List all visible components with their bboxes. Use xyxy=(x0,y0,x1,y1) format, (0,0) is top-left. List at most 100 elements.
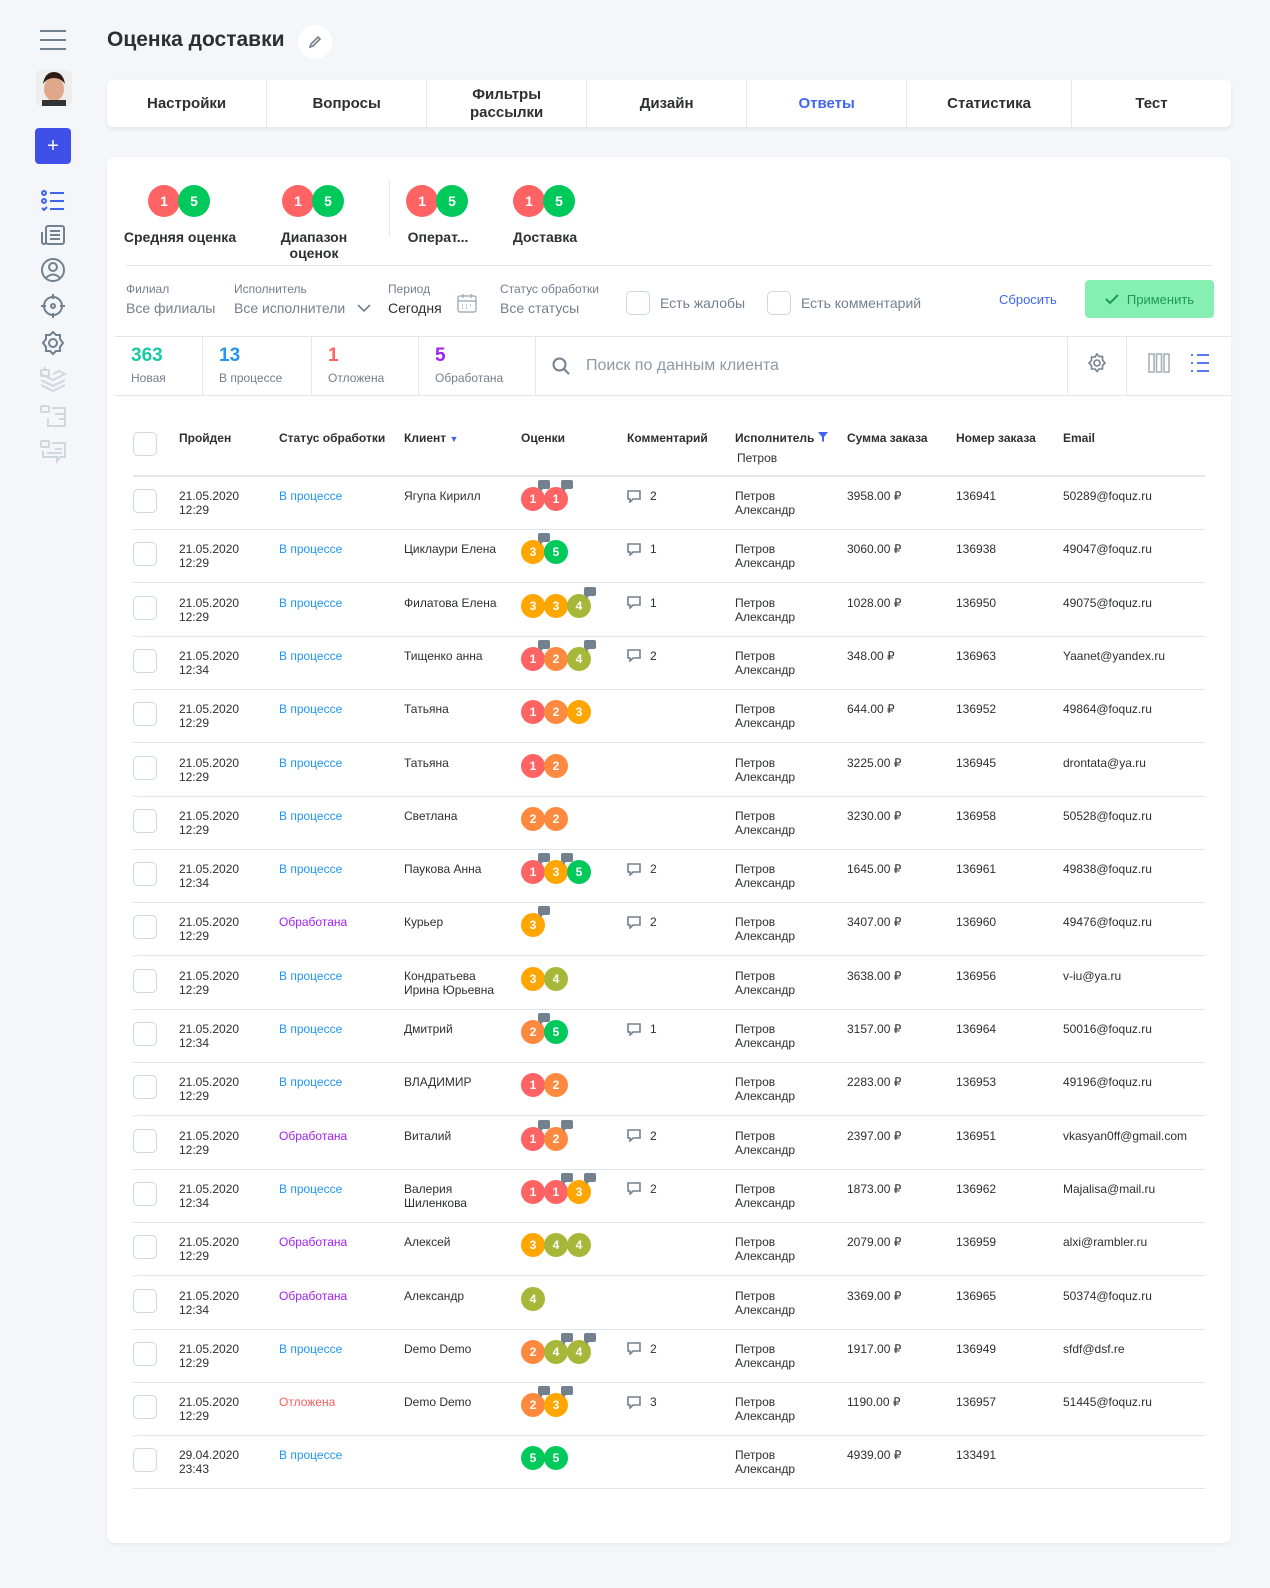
rating-circle[interactable]: 2 xyxy=(521,806,545,831)
row-checkbox[interactable] xyxy=(133,1341,157,1366)
row-checkbox[interactable] xyxy=(133,1181,157,1206)
status-link[interactable]: Обработана xyxy=(279,1288,348,1303)
col-client[interactable]: Клиент ▼ xyxy=(404,431,458,445)
rating-circle[interactable]: 2 xyxy=(544,1119,573,1151)
sidebar-item-chat[interactable] xyxy=(38,436,68,466)
comment-count[interactable]: 2 xyxy=(627,862,657,876)
col-email[interactable]: Email xyxy=(1063,431,1096,445)
row-checkbox[interactable] xyxy=(133,1075,157,1100)
rating-circle[interactable]: 4 xyxy=(521,1286,545,1311)
tab-3[interactable]: Дизайн xyxy=(587,80,748,127)
row-checkbox[interactable] xyxy=(133,862,157,887)
col-comment[interactable]: Комментарий xyxy=(627,431,708,445)
hamburger-icon[interactable] xyxy=(38,25,68,55)
calendar-icon[interactable] xyxy=(457,293,477,313)
select-all-checkbox[interactable] xyxy=(133,432,157,456)
rating-circle[interactable]: 4 xyxy=(567,586,596,618)
status-link[interactable]: В процессе xyxy=(279,862,343,877)
funnel-icon[interactable] xyxy=(817,432,828,442)
rating-circle[interactable]: 4 xyxy=(544,966,568,991)
rating-circle[interactable]: 1 xyxy=(521,1073,545,1098)
rating-circle[interactable]: 3 xyxy=(521,1233,545,1258)
gear-icon[interactable] xyxy=(1087,353,1107,373)
rating-circle[interactable]: 3 xyxy=(544,1386,573,1418)
summary-operator[interactable]: 1 5 Операт... xyxy=(403,185,473,245)
comment-count[interactable]: 2 xyxy=(627,489,657,503)
rating-circle[interactable]: 5 xyxy=(567,860,591,885)
status-counter[interactable]: 363 Новая xyxy=(115,337,203,395)
rating-circle[interactable]: 1 xyxy=(544,480,573,511)
table-row[interactable]: 29.04.2020 23:43 В процессе 5 5 Петров Алексан… xyxy=(133,1436,1205,1490)
rating-circle[interactable]: 3 xyxy=(521,966,545,991)
tab-4[interactable]: Ответы xyxy=(747,80,908,127)
table-row[interactable]: 21.05.2020 12:29 В процессе ВЛАДИМИР 1 2 Петро… xyxy=(133,1063,1205,1117)
status-link[interactable]: Обработана xyxy=(279,1235,348,1250)
branch-filter[interactable]: Филиал Все филиалы xyxy=(126,282,215,316)
sidebar-item-settings[interactable] xyxy=(38,328,68,358)
status-link[interactable]: В процессе xyxy=(279,542,343,557)
table-row[interactable]: 21.05.2020 12:29 В процессе Татьяна 1 2 Петров… xyxy=(133,744,1205,797)
tab-5[interactable]: Статистика xyxy=(907,80,1072,127)
rating-circle[interactable]: 4 xyxy=(567,1332,596,1364)
rating-circle[interactable]: 1 xyxy=(521,639,550,671)
rating-circle[interactable]: 4 xyxy=(544,1332,573,1364)
rating-circle[interactable]: 2 xyxy=(521,1013,550,1044)
comments-checkbox[interactable]: Есть комментарий xyxy=(767,291,921,315)
status-link[interactable]: В процессе xyxy=(279,755,343,770)
row-checkbox[interactable] xyxy=(133,595,157,620)
row-checkbox[interactable] xyxy=(133,755,157,780)
status-link[interactable]: Обработана xyxy=(279,915,348,930)
avatar[interactable] xyxy=(36,70,72,106)
row-checkbox[interactable] xyxy=(133,915,157,940)
status-counter[interactable]: 13 В процессе xyxy=(203,337,312,395)
tab-2[interactable]: Фильтры рассылки xyxy=(427,80,588,127)
rating-circle[interactable]: 3 xyxy=(544,593,568,618)
search-field[interactable]: Поиск по данным клиента xyxy=(528,337,1068,395)
comment-count[interactable]: 1 xyxy=(627,1022,657,1036)
rating-circle[interactable]: 1 xyxy=(521,480,550,511)
table-row[interactable]: 21.05.2020 12:29 В процессе Светлана 2 2 Петро… xyxy=(133,797,1205,850)
comment-count[interactable]: 2 xyxy=(627,1182,657,1196)
complaints-checkbox[interactable]: Есть жалобы xyxy=(626,291,745,315)
columns-icon[interactable] xyxy=(1148,353,1170,373)
rating-circle[interactable]: 2 xyxy=(521,1339,545,1364)
col-order[interactable]: Номер заказа xyxy=(956,431,1036,445)
list-icon[interactable] xyxy=(1190,353,1210,373)
edit-title-button[interactable] xyxy=(298,25,332,59)
rating-circle[interactable]: 4 xyxy=(544,1233,568,1258)
rating-circle[interactable]: 5 xyxy=(521,1446,545,1471)
status-link[interactable]: В процессе xyxy=(279,968,343,983)
rating-circle[interactable]: 5 xyxy=(544,1446,568,1471)
rating-circle[interactable]: 1 xyxy=(521,1119,550,1151)
summary-range[interactable]: 1 5 Диапазон оценок xyxy=(255,185,373,261)
tab-0[interactable]: Настройки xyxy=(107,80,268,127)
table-row[interactable]: 21.05.2020 12:34 В процессе Тищенко анна 1 2 4… xyxy=(133,637,1205,690)
status-counter[interactable]: 1 Отложена xyxy=(312,337,419,395)
checkbox[interactable] xyxy=(767,291,791,315)
row-checkbox[interactable] xyxy=(133,542,157,567)
status-link[interactable]: В процессе xyxy=(279,808,343,823)
table-row[interactable]: 21.05.2020 12:29 В процессе Филатова Елена 3… xyxy=(133,584,1205,637)
col-status[interactable]: Статус обработки xyxy=(279,431,386,445)
sidebar-item-reports[interactable] xyxy=(38,220,68,250)
checkbox[interactable] xyxy=(626,291,650,315)
summary-average[interactable]: 1 5 Средняя оценка xyxy=(121,185,239,245)
status-link[interactable]: В процессе xyxy=(279,1022,343,1036)
row-checkbox[interactable] xyxy=(133,1022,157,1046)
status-link[interactable]: Отложена xyxy=(279,1395,336,1410)
rating-circle[interactable]: 2 xyxy=(544,646,568,671)
comment-count[interactable]: 1 xyxy=(627,542,657,556)
row-checkbox[interactable] xyxy=(133,968,157,993)
rating-circle[interactable]: 2 xyxy=(544,806,568,831)
rating-circle[interactable]: 2 xyxy=(544,1073,568,1098)
col-ratings[interactable]: Оценки xyxy=(521,431,566,445)
table-row[interactable]: 21.05.2020 12:29 Обработана Виталий 1 2 2 Петро… xyxy=(133,1117,1205,1170)
rating-circle[interactable]: 5 xyxy=(544,540,568,565)
sidebar-item-layers[interactable] xyxy=(38,364,68,394)
table-row[interactable]: 21.05.2020 12:34 В процессе Валерия Шиленко… xyxy=(133,1170,1205,1223)
col-sum[interactable]: Сумма заказа xyxy=(847,431,928,445)
table-row[interactable]: 21.05.2020 12:34 В процессе Дмитрий 2 5 1 Петро… xyxy=(133,1010,1205,1063)
rating-circle[interactable]: 3 xyxy=(521,906,550,938)
reset-button[interactable]: Сбросить xyxy=(999,292,1057,307)
search-input[interactable]: Поиск по данным клиента xyxy=(586,357,779,374)
